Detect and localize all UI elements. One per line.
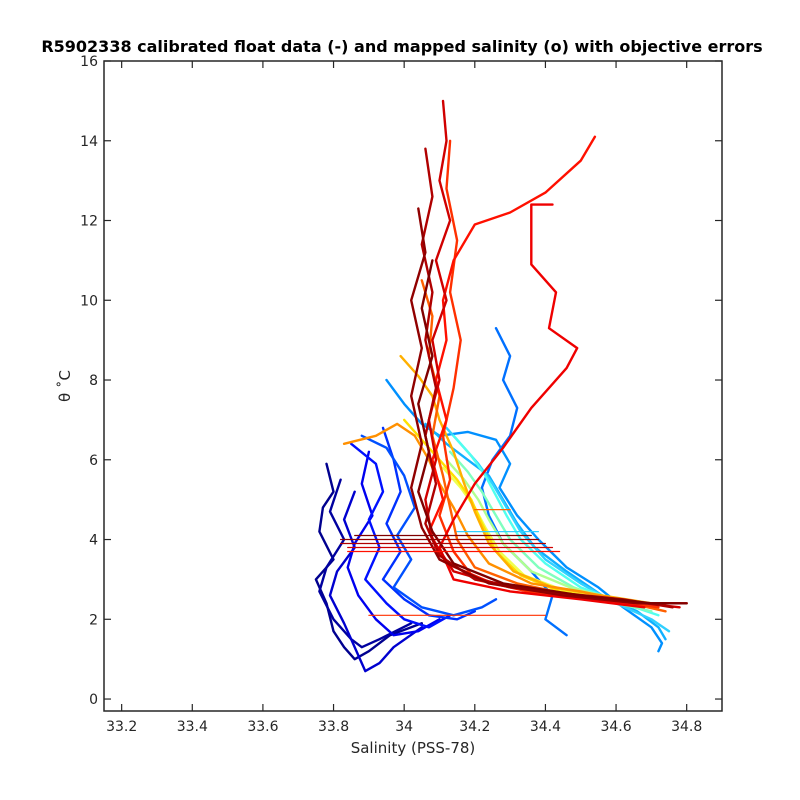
x-tick-label-7: 34.6: [600, 719, 631, 735]
y-tick-label-1: 2: [89, 612, 98, 628]
x-axis-label: Salinity (PSS-78): [351, 739, 476, 757]
x-tick-label-8: 34.8: [671, 719, 702, 735]
series-line-24: [410, 207, 681, 605]
y-tick-label-7: 14: [80, 134, 98, 150]
x-tick-label-3: 33.8: [318, 719, 349, 735]
series-line-4: [350, 442, 452, 629]
x-tick-label-0: 33.2: [106, 719, 137, 735]
series-line-1: [318, 478, 413, 649]
y-tick-label-8: 16: [80, 54, 98, 70]
series-line-3: [346, 450, 441, 637]
x-tick-label-6: 34.4: [530, 719, 561, 735]
series-line-25: [417, 259, 688, 605]
series-line-23: [420, 147, 674, 609]
y-tick-label-2: 4: [89, 533, 98, 549]
series-line-6: [360, 434, 498, 617]
series-layer: [314, 99, 688, 673]
y-tick-label-3: 6: [89, 453, 98, 469]
x-tick-label-5: 34.2: [459, 719, 490, 735]
x-tick-label-2: 33.6: [247, 719, 278, 735]
x-tick-label-4: 34: [395, 719, 413, 735]
tick-layer: 33.2 33.4 33.6 33.8 34 34.2 34.4 34.6 34.8 0 2 4 6 8 1…: [80, 54, 722, 735]
y-axis-label: θ ˚C: [56, 370, 74, 402]
y-tick-label-6: 12: [80, 214, 98, 230]
chart-title: R5902338 calibrated float data (-) and m…: [41, 37, 762, 56]
series-line-5: [381, 426, 476, 621]
y-tick-label-5: 10: [80, 293, 98, 309]
y-tick-label-0: 0: [89, 692, 98, 708]
x-tick-label-1: 33.4: [177, 719, 208, 735]
plot-frame: [103, 60, 723, 712]
y-tick-label-4: 8: [89, 373, 98, 389]
series-line-21: [438, 203, 646, 609]
series-line-2: [328, 490, 423, 673]
